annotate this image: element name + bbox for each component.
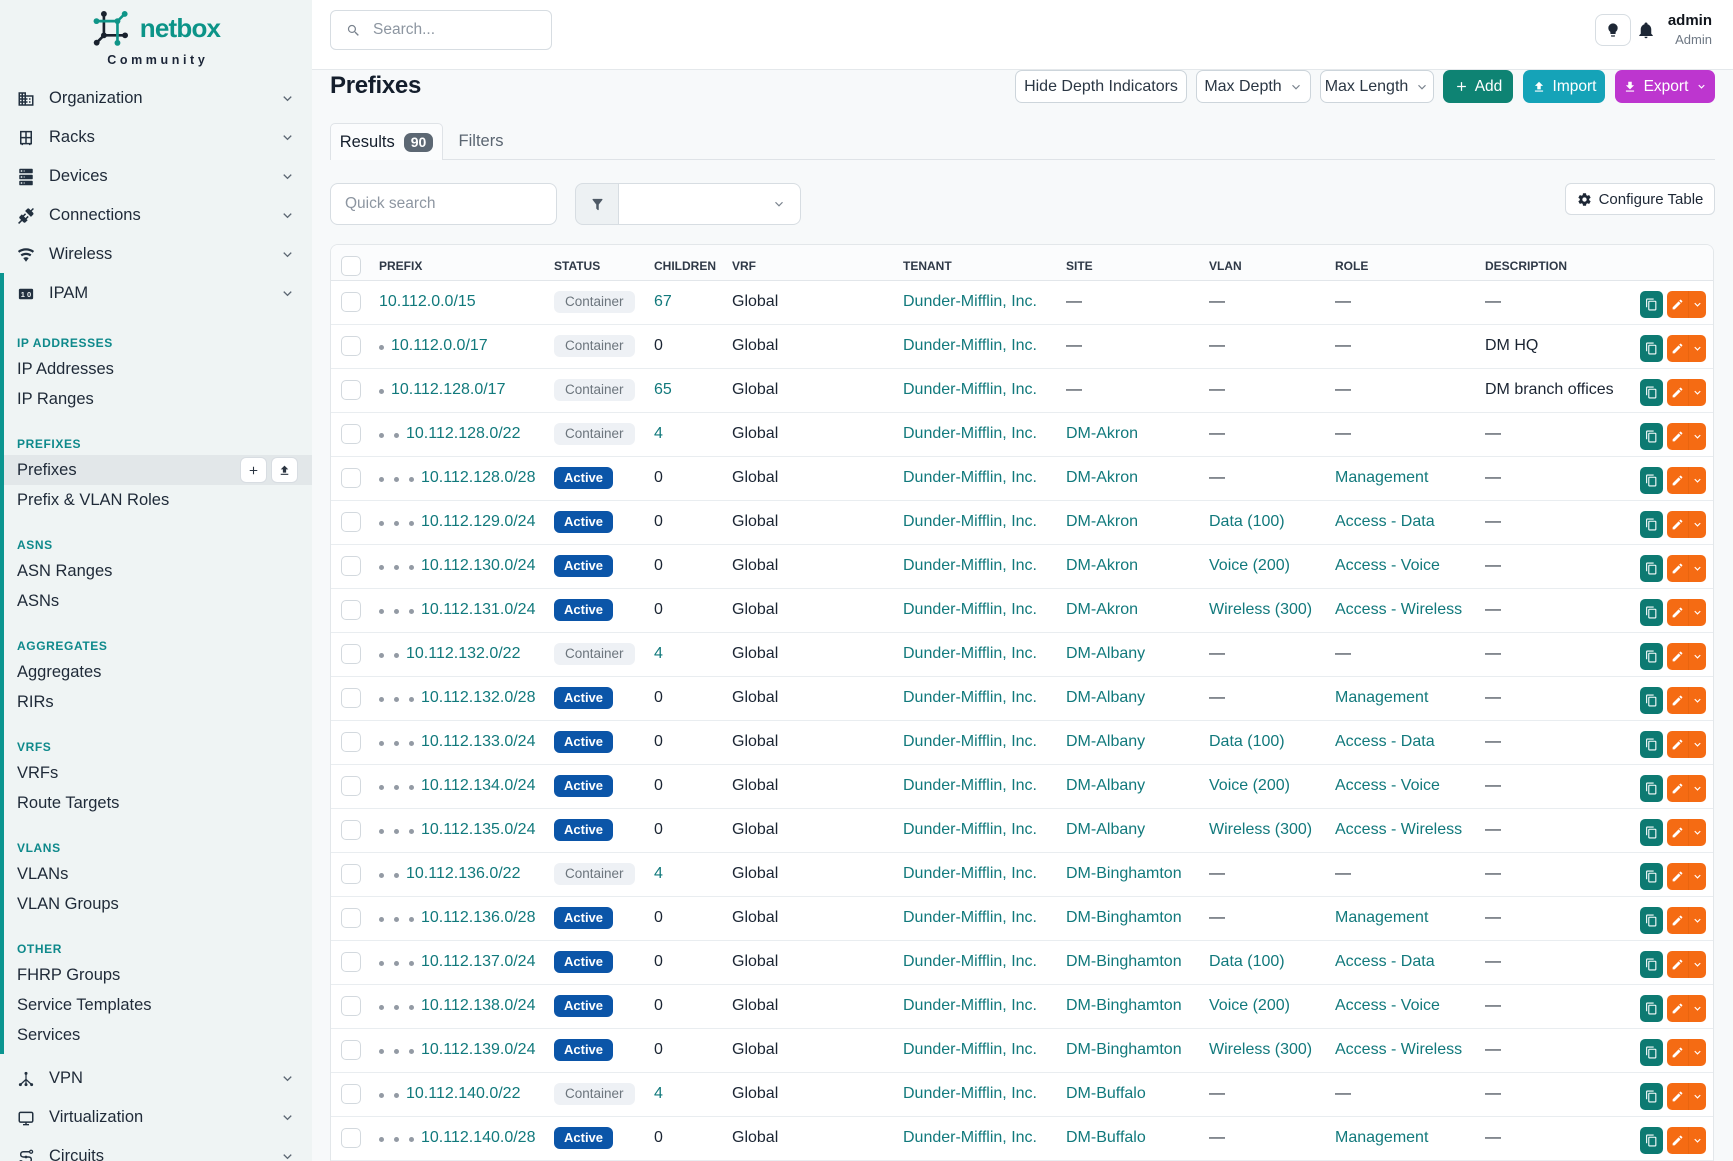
svg-text:1 0: 1 0 (21, 289, 31, 298)
